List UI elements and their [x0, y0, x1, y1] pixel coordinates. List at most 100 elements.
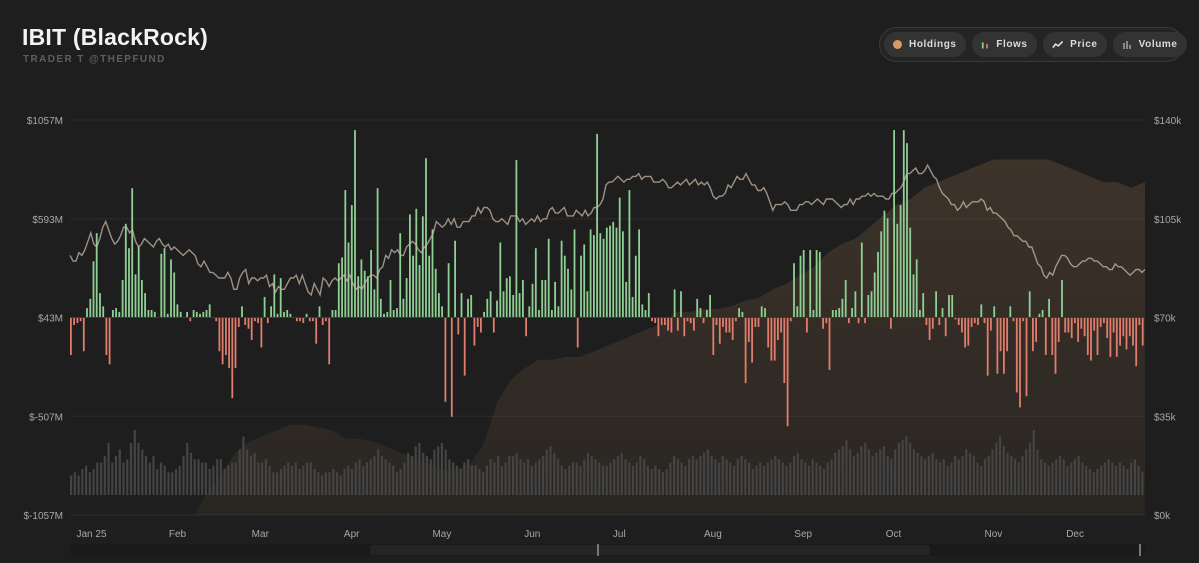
- inflow-bar: [641, 304, 644, 318]
- volume-bar: [661, 472, 664, 496]
- volume-bar: [1051, 462, 1054, 495]
- inflow-bar: [431, 229, 434, 318]
- volume-bar: [890, 459, 893, 496]
- inflow-bar: [186, 311, 188, 318]
- volume-bar: [253, 452, 256, 496]
- volume-bar: [497, 456, 500, 495]
- volume-bar: [1092, 472, 1095, 496]
- right-axis-tick-label: $0k: [1154, 511, 1171, 522]
- inflow-bar: [128, 248, 130, 318]
- volume-bar: [1017, 462, 1020, 495]
- inflow-bar: [92, 261, 95, 318]
- volume-bar: [118, 449, 121, 495]
- inflow-bar: [124, 223, 127, 318]
- inflow-bar: [764, 308, 766, 318]
- volume-bar: [257, 462, 260, 495]
- inflow-bar: [150, 310, 153, 318]
- outflow-bar: [1054, 317, 1057, 374]
- volume-bar: [894, 449, 897, 495]
- left-axis-tick-label: $1057M: [27, 116, 63, 127]
- volume-bar: [646, 465, 649, 496]
- inflow-bar: [102, 306, 105, 318]
- outflow-bar: [525, 317, 527, 337]
- range-scrollbar[interactable]: [70, 544, 1145, 556]
- outflow-bar: [1125, 317, 1128, 350]
- inflow-bar: [441, 306, 443, 318]
- volume-bar: [864, 443, 867, 495]
- volume-bar: [193, 459, 196, 496]
- volume-bar: [882, 446, 885, 496]
- inflow-bar: [144, 293, 146, 318]
- inflow-bar: [470, 295, 473, 318]
- volume-bar: [362, 465, 365, 496]
- outflow-bar: [1086, 317, 1089, 355]
- x-axis-tick-label: Jan 25: [76, 529, 106, 540]
- outflow-bar: [480, 317, 482, 333]
- inflow-bar: [208, 304, 211, 318]
- volume-bar: [377, 449, 380, 495]
- volume-bar: [1133, 459, 1136, 496]
- right-axis-tick-label: $70k: [1154, 314, 1177, 325]
- volume-bar: [710, 456, 713, 495]
- inflow-bar: [951, 295, 954, 318]
- outflow-bar: [657, 317, 660, 337]
- inflow-bar: [141, 280, 143, 318]
- outflow-bar: [302, 317, 305, 324]
- price-toggle-button[interactable]: Price: [1042, 32, 1107, 57]
- volume-bar: [1002, 446, 1005, 496]
- volume-bar: [410, 456, 414, 495]
- inflow-bar: [554, 281, 556, 318]
- flows-toggle-button[interactable]: Flows: [971, 32, 1037, 57]
- inflow-bar: [286, 310, 289, 318]
- right-axis-tick-label: $140k: [1154, 116, 1182, 127]
- outflow-bar: [1090, 317, 1092, 361]
- volume-bar: [163, 465, 166, 496]
- inflow-bar: [409, 214, 411, 318]
- inflow-bar: [121, 280, 124, 318]
- outflow-bar: [660, 317, 663, 325]
- volume-bar: [527, 459, 530, 496]
- volume-toggle-button[interactable]: Volume: [1112, 32, 1187, 57]
- outflow-bar: [754, 317, 757, 327]
- outflow-bar: [1106, 317, 1109, 339]
- inflow-bar: [557, 306, 560, 318]
- volume-bar: [287, 462, 290, 495]
- outflow-bar: [315, 317, 318, 344]
- volume-bar: [324, 472, 327, 496]
- outflow-bar: [82, 317, 85, 352]
- volume-bar: [1103, 462, 1106, 495]
- volume-bar: [695, 459, 698, 496]
- outflow-bar: [651, 317, 653, 322]
- volume-bar: [186, 443, 189, 495]
- volume-bar: [403, 462, 406, 495]
- inflow-bar: [347, 242, 350, 318]
- inflow-bar: [276, 313, 279, 318]
- volume-bar: [208, 469, 211, 495]
- volume-bar: [1043, 462, 1047, 495]
- left-axis-tick-label: $-507M: [29, 412, 63, 423]
- inflow-bar: [948, 295, 950, 318]
- volume-bar: [1036, 449, 1039, 495]
- volume-bar: [482, 472, 485, 496]
- volume-bar: [965, 449, 968, 495]
- volume-bar: [474, 465, 477, 496]
- inflow-bar: [551, 310, 553, 318]
- holdings-toggle-button[interactable]: Holdings: [884, 32, 966, 57]
- volume-bar: [976, 462, 979, 495]
- inflow-bar: [467, 298, 469, 318]
- outflow-bar: [1103, 317, 1105, 324]
- volume-bar: [508, 456, 511, 495]
- volume-bar: [669, 462, 672, 495]
- outflow-bar: [890, 317, 892, 329]
- inflow-bar: [935, 291, 937, 318]
- outflow-bar: [308, 317, 311, 322]
- volume-bar: [998, 436, 1002, 495]
- outflow-bar: [228, 317, 230, 369]
- volume-bar: [1010, 456, 1013, 495]
- volume-bar: [564, 469, 567, 495]
- inflow-bar: [386, 311, 389, 318]
- flows-toggle-label: Flows: [996, 39, 1028, 50]
- inflow-bar: [909, 227, 912, 318]
- volume-bar: [1100, 465, 1103, 496]
- outflow-bar: [244, 317, 247, 325]
